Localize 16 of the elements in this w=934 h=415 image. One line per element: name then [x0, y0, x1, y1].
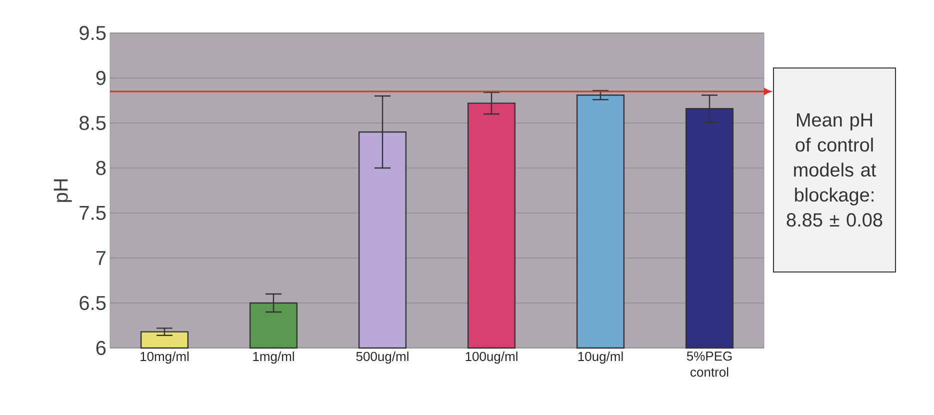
y-tick-label: 6.5 — [80, 296, 106, 310]
x-tick-label: 10mg/ml — [140, 352, 189, 364]
x-tick-label: 10ug/ml — [578, 352, 623, 364]
x-tick-label: 5%PEG control — [686, 352, 732, 377]
x-tick-label: 100ug/ml — [466, 352, 518, 364]
y-tick-label: 7.5 — [80, 206, 106, 220]
y-tick-label: 8 — [96, 160, 106, 176]
x-tick-label: 1mg/ml — [253, 352, 294, 364]
ref-line-label: Mean pH of control models at blockage: 8.85 ± 0.08 — [786, 113, 882, 227]
y-tick-label: 9 — [96, 70, 106, 86]
y-tick-label: 6 — [96, 340, 106, 356]
y-tick-label: 8.5 — [80, 116, 106, 130]
x-tick-label: 500ug/ml — [356, 352, 408, 364]
y-axis-title: pH — [54, 179, 72, 202]
y-tick-label: 7 — [96, 251, 106, 265]
y-tick-label: 9.5 — [80, 26, 106, 40]
